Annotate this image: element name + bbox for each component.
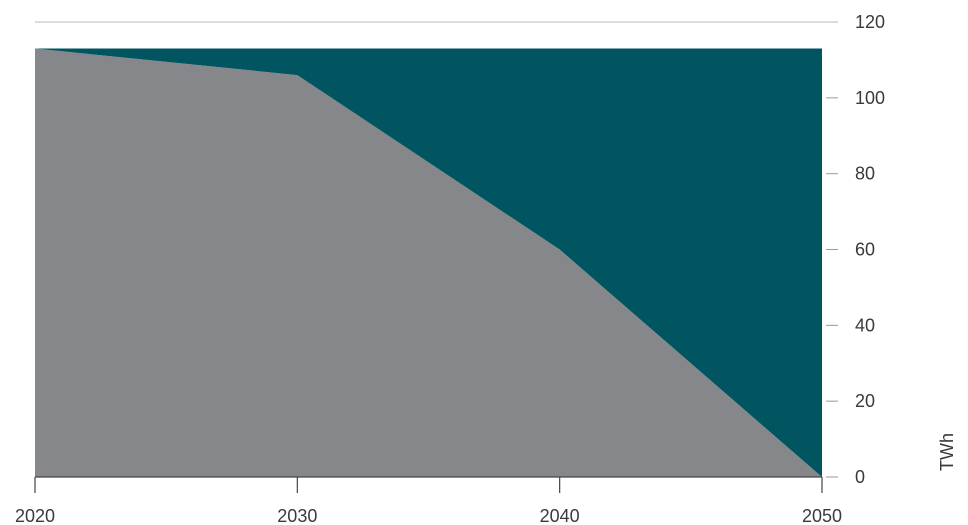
y-tick-label-120: 120	[855, 12, 885, 32]
y-tick-label-40: 40	[855, 315, 875, 335]
x-tick-label-2050: 2050	[802, 506, 842, 525]
y-tick-label-100: 100	[855, 88, 885, 108]
area-series-1	[35, 48, 822, 478]
plot-areas	[35, 48, 822, 478]
y-tick-label-80: 80	[855, 164, 875, 184]
x-tick-label-2030: 2030	[277, 506, 317, 525]
area-series-2	[35, 48, 822, 478]
axes	[34, 21, 838, 493]
y-tick-label-60: 60	[855, 240, 875, 260]
x-tick-label-2040: 2040	[540, 506, 580, 525]
y-axis-label: TWh	[937, 433, 957, 471]
y-tick-label-0: 0	[855, 467, 865, 487]
y-tick-label-20: 20	[855, 391, 875, 411]
x-tick-label-2020: 2020	[15, 506, 55, 525]
